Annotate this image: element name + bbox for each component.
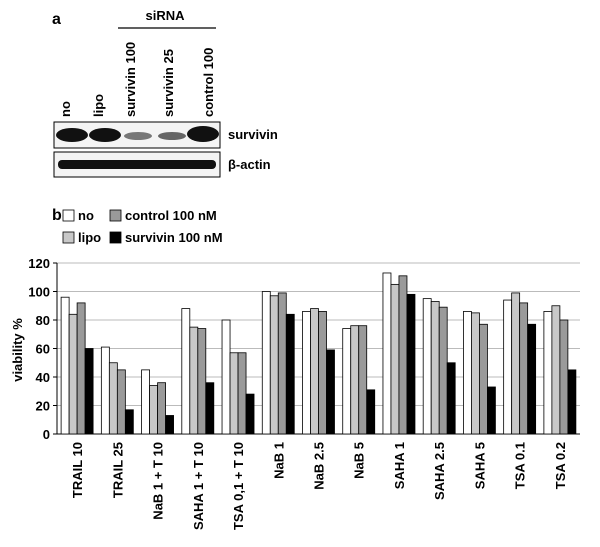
- bar: [430, 301, 440, 435]
- lane-label: survivin 100: [123, 42, 138, 117]
- bar: [285, 313, 295, 435]
- band: [58, 160, 216, 169]
- bar: [237, 352, 247, 435]
- bar: [181, 308, 191, 435]
- group-label: siRNA: [145, 8, 185, 23]
- bar: [84, 348, 94, 435]
- x-tick-label: SAHA 5: [472, 442, 487, 489]
- bar: [398, 275, 408, 435]
- bar: [543, 311, 553, 435]
- bar: [366, 389, 376, 435]
- x-tick-label: TRAIL 10: [70, 442, 85, 498]
- bar: [245, 393, 255, 435]
- x-tick-label: TRAIL 25: [110, 442, 125, 498]
- y-tick-label: 0: [43, 427, 50, 442]
- bar: [503, 299, 513, 435]
- bar: [479, 323, 488, 435]
- bar: [551, 305, 561, 435]
- panel-label: a: [52, 11, 61, 28]
- x-tick-label: TSA 0,1 + T 10: [231, 442, 246, 530]
- bar: [60, 296, 70, 435]
- bar: [559, 319, 569, 435]
- legend-label: survivin 100 nM: [125, 230, 223, 245]
- bar: [165, 415, 174, 435]
- bar: [205, 382, 215, 435]
- bar: [124, 409, 134, 435]
- legend-swatch: [62, 231, 75, 244]
- panel-label: b: [52, 207, 62, 224]
- legend-label: lipo: [78, 230, 101, 245]
- bar: [76, 302, 86, 435]
- x-tick-label: TSA 0.2: [553, 442, 568, 489]
- x-tick-label: SAHA 1: [392, 442, 407, 489]
- x-tick-label: NaB 5: [352, 442, 367, 479]
- bar: [422, 298, 432, 435]
- band: [89, 128, 121, 142]
- bar: [567, 369, 577, 435]
- bar: [261, 291, 271, 435]
- bar: [463, 311, 472, 435]
- band-label: β-actin: [228, 157, 271, 172]
- x-tick-label: SAHA 2.5: [432, 442, 447, 500]
- bar: [326, 349, 335, 435]
- band: [187, 126, 219, 142]
- bar: [390, 283, 400, 435]
- y-tick-label: 20: [36, 399, 50, 414]
- bar: [358, 325, 368, 435]
- y-tick-label: 60: [36, 342, 50, 357]
- bar: [487, 386, 496, 435]
- x-tick-label: NaB 1: [271, 442, 286, 479]
- x-tick-label: TSA 0.1: [513, 442, 528, 489]
- x-tick-label: NaB 2.5: [312, 442, 327, 490]
- bar: [519, 302, 529, 435]
- bar: [342, 328, 352, 435]
- y-tick-label: 120: [28, 256, 50, 271]
- band-label: survivin: [228, 127, 278, 142]
- bar: [310, 308, 319, 435]
- bar: [141, 369, 150, 435]
- bar: [229, 352, 239, 435]
- bar: [197, 328, 207, 435]
- band: [56, 128, 88, 142]
- bar: [277, 292, 287, 435]
- legend-label: no: [78, 208, 94, 223]
- bar: [116, 369, 126, 435]
- bar: [189, 326, 199, 435]
- x-tick-label: SAHA 1 + T 10: [191, 442, 206, 530]
- x-tick-label: NaB 1 + T 10: [151, 442, 166, 520]
- bar: [149, 385, 158, 435]
- bar: [100, 346, 110, 435]
- y-axis-label: viability %: [10, 318, 25, 382]
- legend-swatch: [109, 231, 122, 244]
- lane-label: survivin 25: [161, 49, 176, 117]
- bar: [382, 272, 392, 435]
- bar: [68, 313, 78, 435]
- y-tick-label: 40: [36, 370, 50, 385]
- lane-label: lipo: [91, 94, 106, 117]
- bar: [406, 293, 416, 435]
- y-tick-label: 80: [36, 313, 50, 328]
- legend-swatch: [109, 209, 122, 222]
- bar: [108, 362, 118, 435]
- bar: [527, 323, 537, 435]
- band: [158, 132, 186, 140]
- blot-panel: a siRNA no lipo survivin 100 survivin 25…: [52, 8, 278, 178]
- bar: [446, 362, 456, 435]
- bar: [511, 292, 521, 435]
- legend-swatch: [62, 209, 75, 222]
- band: [124, 132, 152, 140]
- bar: [438, 306, 448, 435]
- bar: [157, 382, 166, 435]
- bar: [471, 312, 480, 435]
- lane-label: control 100: [201, 48, 216, 117]
- bar: [302, 311, 311, 435]
- bar: [318, 311, 327, 435]
- lane-label: no: [58, 101, 73, 117]
- y-tick-label: 100: [28, 285, 50, 300]
- bar: [350, 325, 360, 435]
- bar: [221, 319, 231, 435]
- legend-label: control 100 nM: [125, 208, 217, 223]
- bar: [269, 295, 279, 435]
